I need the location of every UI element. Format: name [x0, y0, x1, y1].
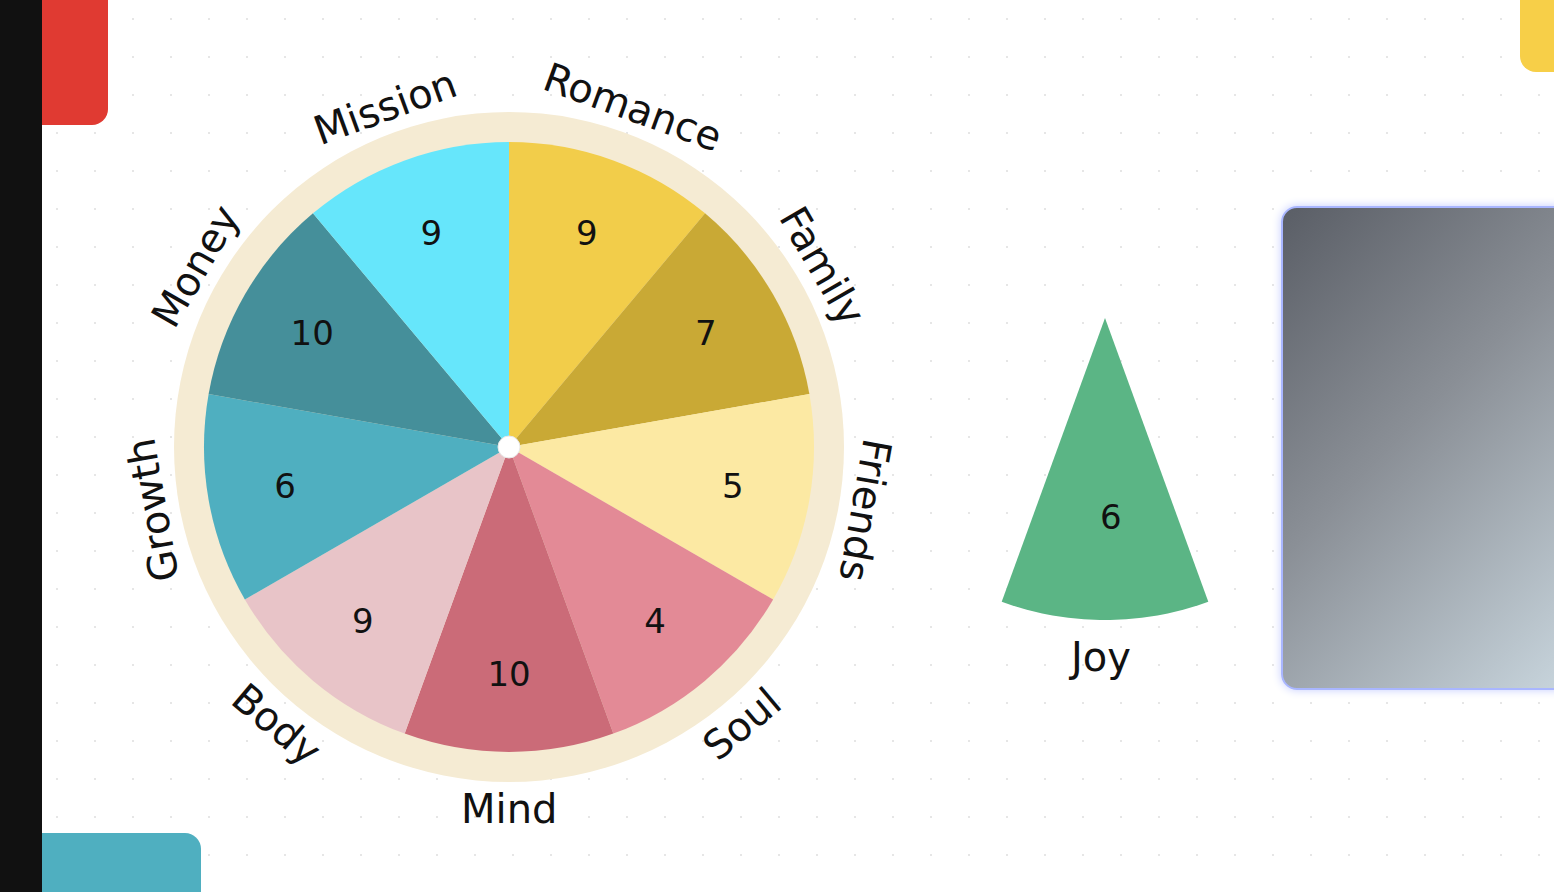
svg-text:Mission: Mission: [308, 60, 463, 154]
svg-text:Body: Body: [223, 674, 330, 774]
svg-text:Friends: Friends: [830, 435, 900, 585]
svg-text:Growth: Growth: [117, 435, 187, 586]
svg-text:10: 10: [291, 313, 334, 353]
svg-text:4: 4: [644, 601, 666, 641]
svg-text:Romance: Romance: [538, 54, 728, 161]
svg-text:5: 5: [722, 466, 744, 506]
svg-text:Soul: Soul: [694, 678, 790, 769]
svg-text:Money: Money: [142, 197, 248, 335]
svg-text:Family: Family: [770, 199, 874, 333]
svg-text:Mind: Mind: [461, 786, 557, 832]
svg-text:9: 9: [576, 213, 598, 253]
svg-text:6: 6: [1100, 497, 1122, 537]
svg-text:6: 6: [274, 466, 296, 506]
svg-text:Joy: Joy: [1068, 634, 1131, 680]
svg-text:10: 10: [487, 654, 530, 694]
svg-text:7: 7: [695, 313, 717, 353]
svg-text:9: 9: [420, 213, 442, 253]
svg-text:9: 9: [352, 601, 374, 641]
